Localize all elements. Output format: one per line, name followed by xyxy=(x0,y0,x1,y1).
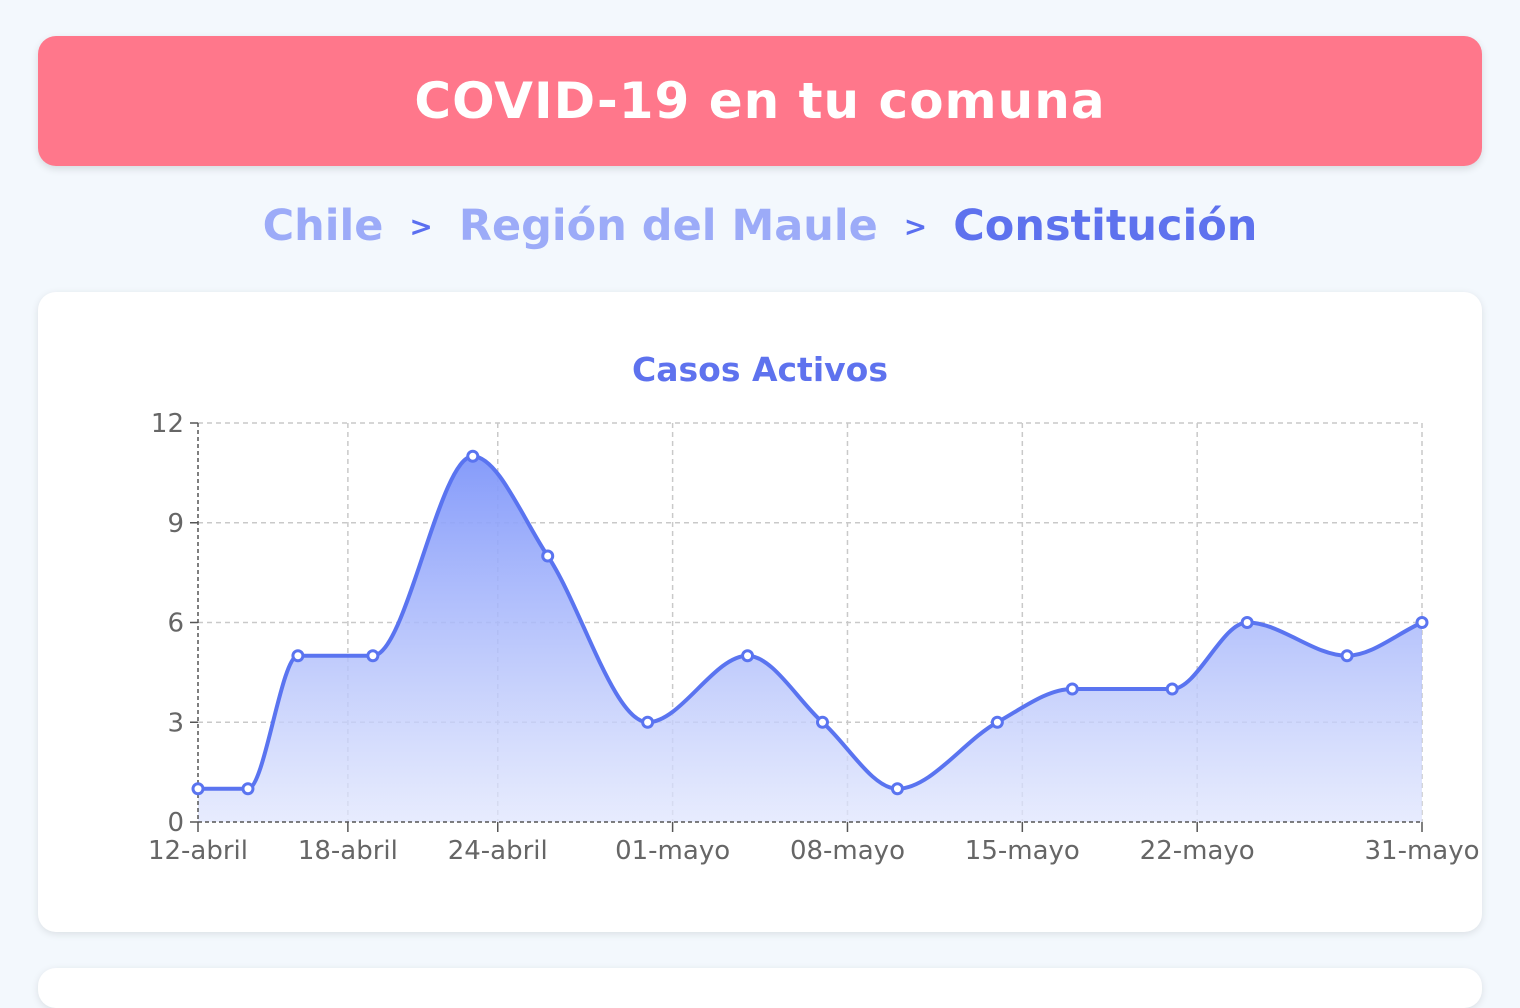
breadcrumb-country[interactable]: Chile xyxy=(262,201,384,251)
data-point xyxy=(990,715,1004,729)
data-point xyxy=(241,782,255,796)
y-tick-label: 12 xyxy=(151,409,184,439)
chart-card: Casos Activos 0 3 6 9 12 12-abril 18-abril 24-a… xyxy=(38,292,1482,932)
data-point xyxy=(890,782,904,796)
data-point xyxy=(1240,616,1254,629)
data-point xyxy=(191,782,205,796)
data-point xyxy=(1415,616,1429,629)
data-point xyxy=(815,715,829,729)
x-tick-label: 31-mayo xyxy=(1364,836,1479,866)
chart-axes: 0 3 6 9 12 12-abril 18-abril 24-abril 01-mayo 08-… xyxy=(148,409,1480,866)
chart-title: Casos Activos xyxy=(632,350,888,389)
breadcrumb: Chile > Región del Maule > Constitución xyxy=(0,196,1520,256)
y-tick-label: 9 xyxy=(167,509,184,539)
data-point xyxy=(741,649,755,663)
breadcrumb-commune: Constitución xyxy=(953,201,1258,251)
series-area xyxy=(198,456,1422,822)
page-title: COVID-19 en tu comuna xyxy=(414,72,1106,130)
data-point xyxy=(366,649,380,663)
data-point xyxy=(641,715,655,729)
page-header: COVID-19 en tu comuna xyxy=(38,36,1482,166)
x-tick-label: 22-mayo xyxy=(1140,836,1255,866)
y-tick-label: 3 xyxy=(167,708,184,738)
secondary-card xyxy=(38,968,1482,1008)
y-tick-label: 6 xyxy=(167,609,184,639)
chart-area-layer xyxy=(197,454,1423,822)
x-tick-label: 18-abril xyxy=(298,836,398,866)
x-tick-label: 12-abril xyxy=(148,836,248,866)
breadcrumb-region[interactable]: Región del Maule xyxy=(458,201,878,251)
active-cases-chart: Casos Activos 0 3 6 9 12 12-abril 18-abril 24-a… xyxy=(148,350,1480,866)
data-point xyxy=(541,549,555,563)
data-point xyxy=(1165,682,1179,696)
x-tick-label: 01-mayo xyxy=(615,836,730,866)
y-tick-label: 0 xyxy=(167,808,184,838)
breadcrumb-separator: > xyxy=(903,209,928,243)
data-point xyxy=(1065,682,1079,696)
data-point xyxy=(1340,649,1354,663)
data-point xyxy=(466,449,480,463)
x-tick-label: 08-mayo xyxy=(790,836,905,866)
x-tick-label: 15-mayo xyxy=(965,836,1080,866)
chart-points xyxy=(191,449,1429,796)
data-point xyxy=(291,649,305,663)
x-tick-label: 24-abril xyxy=(448,836,548,866)
breadcrumb-separator: > xyxy=(409,209,433,243)
